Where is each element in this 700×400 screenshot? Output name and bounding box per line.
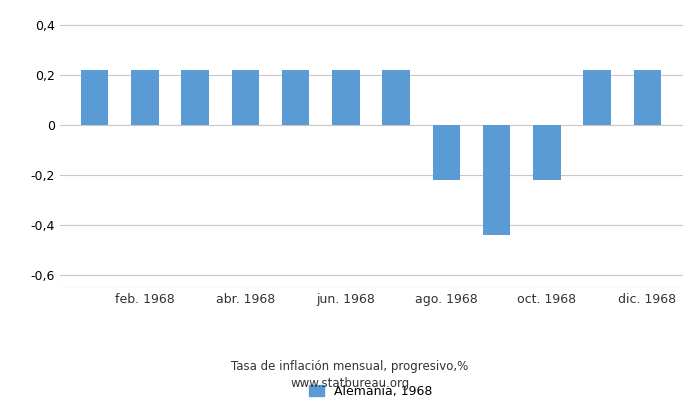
Bar <box>382 70 410 125</box>
Bar <box>181 70 209 125</box>
Text: Tasa de inflación mensual, progresivo,%: Tasa de inflación mensual, progresivo,% <box>232 360 468 373</box>
Text: www.statbureau.org: www.statbureau.org <box>290 377 410 390</box>
Bar <box>433 125 460 180</box>
Bar <box>583 70 611 125</box>
Bar <box>232 70 259 125</box>
Bar <box>131 70 159 125</box>
Bar <box>332 70 360 125</box>
Legend: Alemania, 1968: Alemania, 1968 <box>309 385 433 398</box>
Bar <box>282 70 309 125</box>
Bar <box>634 70 661 125</box>
Bar <box>483 125 510 235</box>
Bar <box>81 70 108 125</box>
Bar <box>533 125 561 180</box>
